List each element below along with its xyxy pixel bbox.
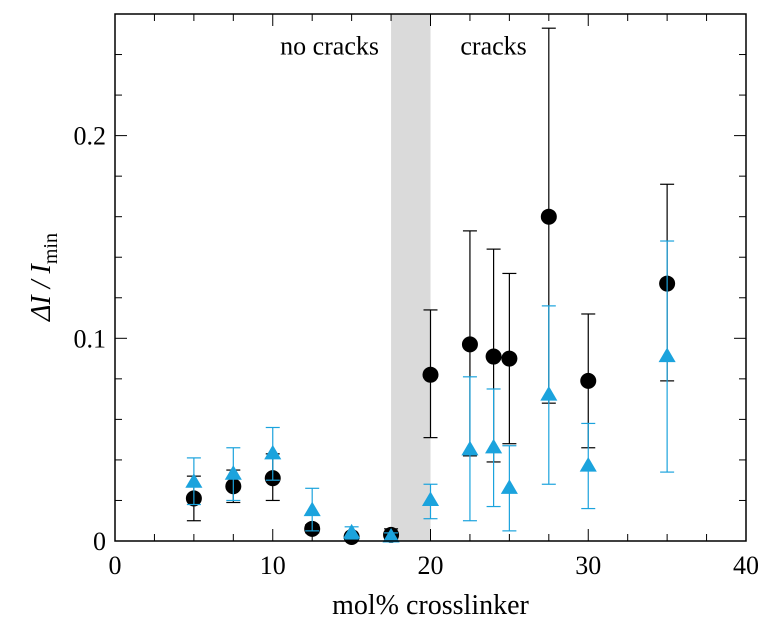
y-axis-title-main: ΔI / I	[26, 262, 57, 322]
data-point-triangle	[264, 444, 282, 460]
data-point-triangle	[185, 473, 203, 488]
y-tick-label: 0.2	[74, 122, 107, 151]
data-point-circle	[422, 366, 439, 383]
data-point-triangle	[224, 465, 242, 480]
data-point-triangle	[382, 527, 400, 543]
data-point-triangle	[303, 501, 321, 517]
data-point-circle	[540, 208, 557, 225]
data-point-triangle	[485, 438, 503, 454]
data-point-circle	[580, 372, 597, 389]
x-tick-label: 30	[575, 551, 601, 580]
data-point-triangle	[500, 479, 518, 494]
x-tick-label: 20	[418, 551, 444, 580]
x-tick-label: 40	[733, 551, 759, 580]
shaded-transition-region	[391, 14, 431, 541]
y-axis-title: ΔI / Imin	[26, 233, 62, 322]
x-tick-label: 10	[260, 551, 286, 580]
x-axis-title: mol% crosslinker	[332, 590, 529, 621]
series-triangles	[185, 240, 676, 543]
annotation-cracks: cracks	[460, 32, 526, 61]
data-point-triangle	[579, 457, 597, 472]
y-axis-title-subscript: min	[40, 233, 62, 264]
data-point-triangle	[540, 386, 558, 401]
data-point-triangle	[658, 347, 676, 363]
plot-frame	[114, 13, 747, 542]
y-tick-label: 0	[93, 527, 106, 556]
data-point-triangle	[421, 491, 440, 507]
data-point-circle	[461, 336, 478, 353]
y-tick-label: 0.1	[74, 324, 107, 353]
annotation-no-cracks: no cracks	[280, 32, 379, 61]
data-point-triangle	[343, 523, 361, 539]
x-tick-label: 0	[109, 551, 122, 580]
data-point-circle	[485, 348, 502, 365]
data-point-triangle	[461, 440, 479, 456]
data-point-circle	[501, 350, 518, 367]
